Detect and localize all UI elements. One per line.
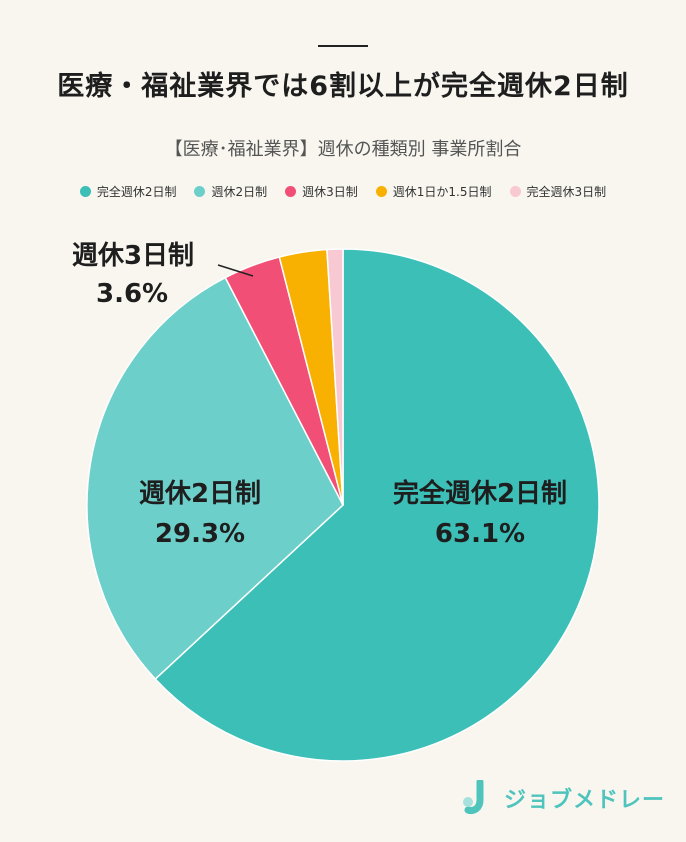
legend-item-full-three-day: 完全週休3日制 (509, 183, 607, 200)
legend-item-three-day: 週休3日制 (285, 183, 358, 200)
slice-label-three-day: 週休3日制 3.6% (48, 238, 218, 313)
legend-item-one-day: 週休1日か1.5日制 (375, 183, 492, 200)
legend-item-two-day: 週休2日制 (194, 183, 267, 200)
top-rule (318, 45, 368, 47)
headline: 医療・福祉業界では6割以上が完全週休2日制 (57, 71, 629, 102)
legend-swatch (79, 186, 91, 197)
slice-label-value: 3.6% (96, 278, 169, 309)
slice-label-full-two-day: 完全週休2日制 63.1% (365, 474, 595, 555)
legend-swatch (194, 186, 206, 197)
jobmedley-logo: ジョブメドレー (462, 780, 665, 816)
logo-text: ジョブメドレー (504, 788, 666, 813)
chart-title: 【医療･福祉業界】週休の種類別 事業所割合 (164, 139, 522, 160)
legend: 完全週休2日制 週休2日制 週休3日制 週休1日か1.5日制 完全週休3日制 (40, 183, 646, 200)
legend-swatch (375, 186, 387, 197)
pie-slice-full-three-day (326, 248, 344, 506)
legend-label: 週休3日制 (302, 185, 358, 199)
slice-label-value: 63.1% (434, 519, 526, 550)
slice-label-value: 29.3% (154, 519, 246, 550)
slice-label-name: 週休2日制 (138, 479, 262, 509)
slice-label-name: 完全週休2日制 (392, 479, 568, 509)
legend-label: 完全週休3日制 (526, 185, 607, 199)
slice-label-two-day: 週休2日制 29.3% (110, 474, 290, 555)
legend-label: 完全週休2日制 (96, 185, 177, 199)
legend-label: 週休2日制 (211, 185, 268, 199)
slice-label-name: 週休3日制 (71, 241, 195, 271)
logo-icon (463, 780, 484, 814)
legend-label: 週休1日か1.5日制 (392, 185, 492, 199)
leader-line (217, 264, 254, 277)
legend-item-full-two-day: 完全週休2日制 (79, 183, 177, 200)
pie-slice-two-day (86, 276, 344, 681)
legend-swatch (285, 186, 297, 197)
legend-swatch (509, 186, 521, 197)
pie-slice-full-two-day (154, 248, 600, 762)
